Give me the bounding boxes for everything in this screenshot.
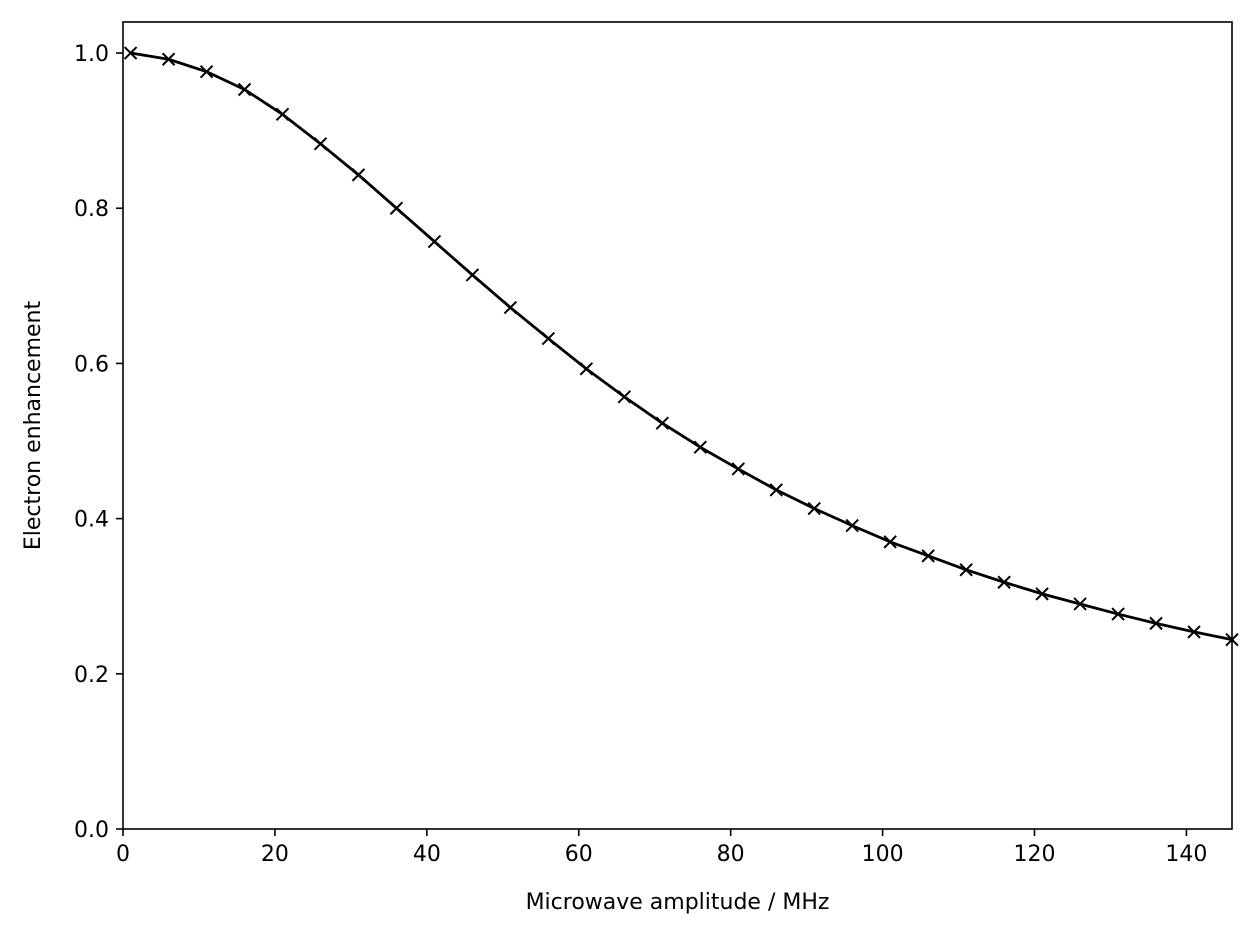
data-point-marker	[579, 362, 594, 376]
data-point-marker	[313, 137, 328, 151]
axis-ticks: 0 20 40 60 80 100 120 140 0.0 0.2 0.4 0.6 0.8 1.0	[74, 42, 1207, 867]
data-point-marker	[275, 107, 290, 122]
plot-frame	[122, 21, 1233, 830]
data-point-marker	[845, 518, 859, 533]
x-tick-label: 80	[717, 842, 745, 867]
data-point-marker	[883, 535, 897, 549]
series-line	[130, 51, 1233, 642]
y-tick-label: 0.2	[74, 663, 109, 688]
data-point-marker	[1035, 587, 1049, 601]
data-point-marker	[807, 501, 821, 516]
data-point-marker	[921, 549, 935, 563]
y-tick-label: 0.6	[74, 352, 109, 377]
y-tick-label: 0.8	[74, 197, 109, 222]
x-tick-label: 40	[413, 842, 441, 867]
data-point-marker	[237, 82, 252, 97]
data-point-marker	[1111, 607, 1125, 621]
x-tick-label: 20	[261, 842, 289, 867]
data-point-marker	[199, 64, 214, 79]
y-axis-title: Electron enhancement	[21, 301, 46, 551]
y-tick-label: 1.0	[74, 42, 109, 67]
data-point-marker	[389, 201, 404, 215]
y-tick-label: 0.0	[74, 818, 109, 843]
data-point-marker	[655, 416, 670, 430]
data-point-marker	[1149, 616, 1163, 631]
data-point-marker	[351, 168, 366, 182]
data-point-marker	[1073, 597, 1087, 611]
data-point-marker	[769, 483, 783, 497]
data-point-marker	[161, 52, 176, 66]
data-point-marker	[427, 234, 442, 249]
x-tick-label: 100	[862, 842, 904, 867]
data-point-marker	[465, 268, 480, 282]
x-tick-label: 140	[1165, 842, 1207, 867]
data-point-marker	[1187, 625, 1201, 639]
data-point-marker	[997, 575, 1011, 589]
x-axis-title: Microwave amplitude / MHz	[526, 890, 830, 915]
x-tick-label: 60	[565, 842, 593, 867]
series-layer	[123, 46, 1239, 647]
x-tick-label: 0	[116, 842, 130, 867]
data-point-marker	[731, 462, 745, 476]
data-point-marker	[123, 46, 138, 60]
y-tick-label: 0.4	[74, 508, 109, 533]
data-point-marker	[503, 300, 518, 315]
data-point-marker	[959, 563, 973, 577]
data-point-marker	[693, 440, 707, 454]
x-tick-label: 120	[1014, 842, 1056, 867]
data-point-marker	[541, 331, 556, 346]
data-point-marker	[617, 390, 632, 404]
